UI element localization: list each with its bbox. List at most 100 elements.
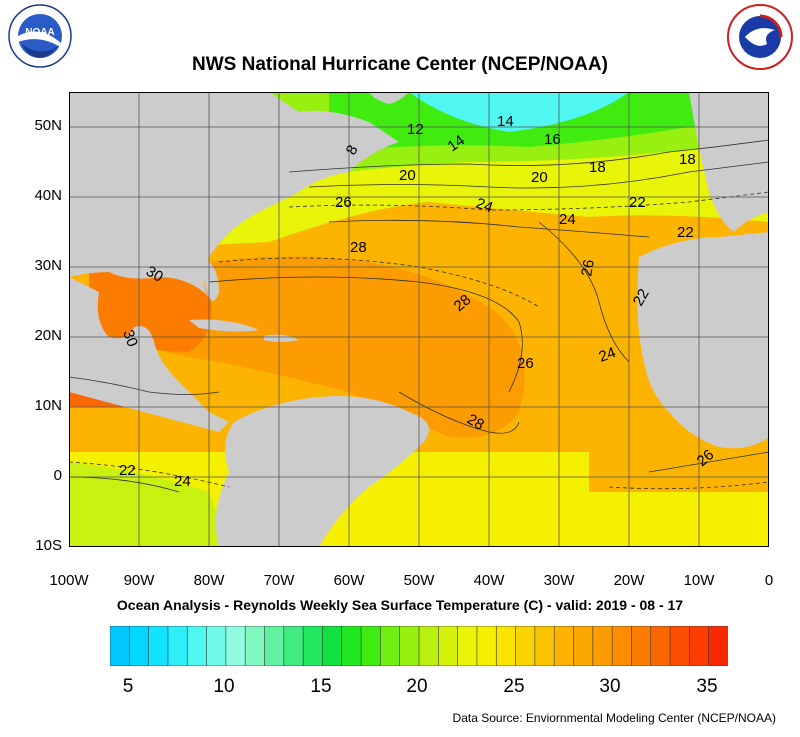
- contour-label: 26: [517, 355, 534, 372]
- chart-title: NWS National Hurricane Center (NCEP/NOAA…: [192, 54, 608, 75]
- colorbar-swatch: [322, 625, 343, 667]
- colorbar-swatch: [476, 625, 498, 667]
- map-border: [69, 92, 769, 547]
- lon-label: 0: [764, 572, 774, 589]
- ocean-north-cold-patch: [409, 92, 629, 132]
- colorbar-label: 25: [503, 676, 525, 697]
- data-source-note: Data Source: Enviornmental Modeling Cent…: [452, 711, 776, 725]
- colorbar-swatch: [611, 625, 633, 667]
- contour-label: 28: [350, 239, 367, 256]
- contour-label: 14: [445, 132, 468, 155]
- colorbar-label: 5: [122, 676, 134, 697]
- colorbar-swatch: [573, 625, 594, 667]
- contour-label: 18: [589, 159, 606, 176]
- sst-map: 12 14 14 16 18 18 8 20 20 26 24 24 22 22…: [69, 92, 769, 547]
- contour-labels: 12 14 14 16 18 18 8 20 20 26 24 24 22 22…: [119, 113, 717, 490]
- contour-label: 26: [578, 258, 598, 277]
- colorbar-swatch: [631, 625, 652, 667]
- colorbar-swatch: [553, 625, 575, 667]
- contour-label: 22: [119, 462, 136, 479]
- colorbar-swatch: [399, 625, 420, 667]
- ocean-warm-core: [109, 256, 525, 438]
- colorbar-swatch: [302, 625, 324, 667]
- colorbar-swatch: [438, 625, 459, 667]
- lon-label: 10W: [683, 572, 715, 589]
- contour-lines: [69, 139, 769, 493]
- contour-label: 28: [464, 411, 487, 434]
- noaa-logo: NOAA: [8, 4, 72, 68]
- colorbar-swatch: [206, 625, 227, 667]
- contour-label: 14: [497, 113, 514, 130]
- lat-label: 10S: [35, 537, 62, 554]
- contour-label: 22: [677, 224, 694, 241]
- lon-label: 70W: [263, 572, 295, 589]
- lon-label: 100W: [49, 572, 89, 589]
- lon-label: 80W: [193, 572, 225, 589]
- colorbar-swatch: [264, 625, 285, 667]
- contour-label: 30: [119, 328, 141, 349]
- colorbar-swatch: [129, 625, 150, 667]
- lat-label: 50N: [34, 117, 62, 134]
- colorbar-swatch: [495, 625, 517, 667]
- chart-subtitle: Ocean Analysis - Reynolds Weekly Sea Sur…: [116, 597, 684, 613]
- colorbar-label: 35: [696, 676, 718, 697]
- colorbar-swatch: [689, 625, 710, 667]
- colorbar-swatch: [244, 625, 266, 667]
- contour-label: 20: [399, 167, 416, 184]
- lat-label: 20N: [34, 327, 62, 344]
- colorbar-swatch: [186, 625, 208, 667]
- contour-label: 24: [174, 473, 191, 490]
- lon-label: 20W: [613, 572, 645, 589]
- colorbar-label: 15: [310, 676, 332, 697]
- colorbar-label: 20: [406, 676, 428, 697]
- contour-label: 30: [143, 263, 166, 286]
- noaa-logo-text: NOAA: [25, 27, 54, 38]
- land-mexico-central-america: [69, 277, 229, 432]
- colorbar-swatch: [669, 625, 691, 667]
- contour-label: 16: [544, 131, 561, 148]
- land-hispaniola: [264, 334, 299, 342]
- contour-label: 18: [679, 151, 696, 168]
- lon-label: 40W: [473, 572, 505, 589]
- lat-label: 10N: [34, 397, 62, 414]
- colorbar-swatch: [225, 625, 246, 667]
- contour-label: 24: [597, 344, 618, 366]
- lat-label: 30N: [34, 257, 62, 274]
- land-florida: [203, 257, 219, 301]
- colorbar-swatch: [167, 625, 189, 667]
- colorbar-label: 30: [599, 676, 621, 697]
- lon-label: 60W: [333, 572, 365, 589]
- land-south-america: [215, 396, 429, 547]
- contour-label: 26: [335, 194, 352, 211]
- colorbar-swatch: [148, 625, 169, 667]
- contour-label: 20: [531, 169, 548, 186]
- lat-label: 40N: [34, 187, 62, 204]
- colorbar-swatch: [109, 625, 131, 667]
- land-africa: [637, 232, 769, 449]
- lat-label: 0: [53, 467, 62, 484]
- colorbar-swatch: [592, 625, 613, 667]
- colorbar-swatch: [418, 625, 440, 667]
- contour-label: 12: [407, 121, 424, 138]
- land-greenland-tip: [369, 92, 409, 104]
- contour-label: 22: [629, 194, 646, 211]
- nws-logo: [727, 4, 793, 70]
- land-north-america: [69, 92, 399, 297]
- contour-label: 22: [630, 286, 653, 309]
- land-cuba: [189, 319, 259, 332]
- colorbar-swatch: [457, 625, 478, 667]
- lon-label: 50W: [403, 572, 435, 589]
- colorbar-swatch: [708, 625, 729, 667]
- colorbar-swatch: [650, 625, 671, 667]
- colorbar-swatch: [341, 625, 362, 667]
- colorbar-swatch: [360, 625, 382, 667]
- colorbar-swatch: [534, 625, 555, 667]
- colorbar-swatch: [380, 625, 401, 667]
- ocean-pacific-cool: [69, 462, 229, 547]
- colorbar-swatch: [283, 625, 304, 667]
- grid-lines: [69, 92, 769, 547]
- lon-label: 90W: [123, 572, 155, 589]
- colorbar: [109, 625, 729, 667]
- colorbar-swatch: [515, 625, 536, 667]
- lon-label: 30W: [543, 572, 575, 589]
